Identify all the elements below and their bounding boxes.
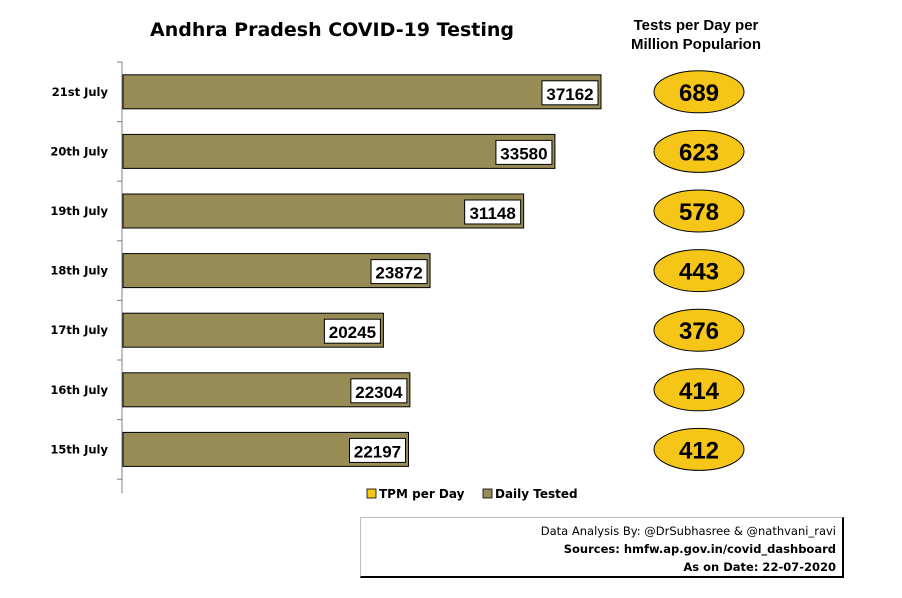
tpm-value-label: 443 [679, 259, 719, 286]
bar-value-box [349, 437, 407, 463]
tpm-value-label: 376 [679, 318, 719, 345]
tpm-value-label: 412 [679, 437, 719, 464]
legend-swatch-tpm [366, 488, 377, 499]
bar-value-label: 22304 [355, 383, 403, 402]
category-label: 18th July [50, 264, 108, 278]
tpm-ellipse [653, 249, 745, 293]
bar-value-box [464, 199, 522, 225]
daily-tested-bar [122, 193, 525, 229]
tpm-value-label: 414 [679, 378, 720, 405]
bar-value-label: 33580 [500, 144, 547, 163]
category-label: 16th July [50, 383, 108, 397]
category-label: 19th July [50, 204, 108, 218]
daily-tested-bar [122, 133, 556, 169]
tpm-title-line1: Tests per Day per [633, 17, 759, 34]
bar-value-label: 22197 [354, 442, 401, 461]
tpm-value-label: 623 [679, 139, 719, 166]
tpm-title-line2: Million Populario​n [631, 36, 761, 53]
tpm-ellipse [653, 368, 745, 412]
daily-tested-bar [122, 74, 602, 110]
bar-value-box [370, 259, 428, 285]
legend-label-tpm: TPM per Day [379, 487, 465, 501]
bar-value-box [495, 139, 553, 165]
sources-text: Sources: hmfw.ap.gov.in/covid_dashboard [563, 542, 836, 556]
category-label: 21st July [52, 85, 109, 99]
bar-value-label: 20245 [329, 323, 376, 342]
as-on-date: As on Date: 22-07-2020 [683, 560, 836, 574]
tpm-ellipse [653, 427, 745, 471]
tpm-ellipse [653, 189, 745, 233]
tpm-value-label: 689 [679, 80, 719, 107]
category-label: 15th July [50, 442, 108, 456]
legend-swatch-daily [482, 488, 493, 499]
tpm-value-label: 578 [679, 199, 719, 226]
analysis-credit: Data Analysis By: @DrSubhasree & @nathva… [540, 524, 836, 538]
category-label: 20th July [50, 144, 108, 158]
bar-value-label: 37162 [546, 85, 593, 104]
tpm-column-title: Tests per Day per Million Populario​n [606, 16, 786, 54]
source-box: Data Analysis By: @DrSubhasree & @nathva… [360, 517, 844, 578]
tpm-ellipse [653, 129, 745, 173]
bar-value-label: 31148 [469, 204, 515, 223]
tpm-ellipse [653, 70, 745, 114]
bar-value-label: 23872 [375, 264, 422, 283]
bar-value-box [350, 378, 408, 404]
legend-label-daily: Daily Tested [495, 487, 578, 501]
bar-value-box [541, 80, 599, 106]
category-label: 17th July [50, 323, 108, 337]
tpm-ellipse [653, 308, 745, 352]
bar-value-box [323, 318, 381, 344]
chart-title: Andhra Pradesh COVID-19 Testing [150, 19, 514, 41]
